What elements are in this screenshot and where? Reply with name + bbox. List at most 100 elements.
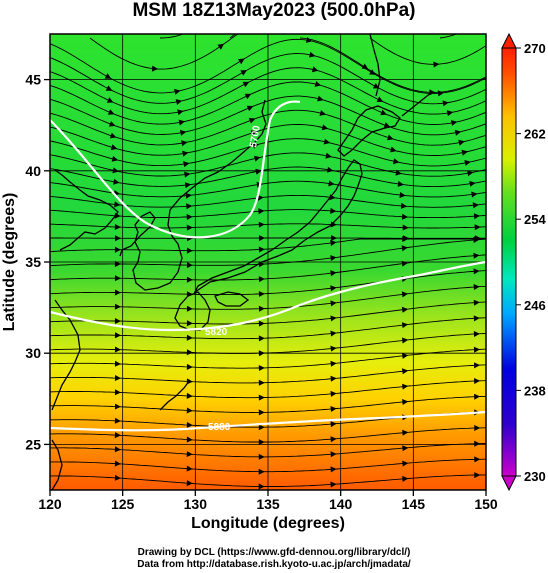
x-tick-label: 145: [402, 496, 426, 512]
streamline-arrow: [242, 81, 250, 88]
streamline-arrow: [108, 121, 116, 127]
streamline-arrow: [114, 375, 121, 381]
streamline-arrow: [114, 346, 121, 353]
streamline-arrow: [258, 453, 265, 460]
streamline: [369, 37, 486, 65]
streamline-arrow: [258, 379, 265, 386]
x-tick-label: 130: [184, 496, 208, 512]
streamline-arrow: [186, 262, 193, 269]
streamline-arrow: [258, 365, 265, 371]
streamline-arrow: [433, 61, 440, 68]
streamline-arrow: [474, 224, 481, 231]
colorbar: 230 238 246 254 262 270: [501, 32, 546, 492]
streamline-arrow: [330, 345, 337, 352]
streamline-arrow: [330, 481, 337, 488]
streamline-arrow: [258, 320, 265, 327]
streamline-arrow: [181, 140, 188, 147]
streamline-arrow: [474, 440, 481, 447]
streamline-arrow: [401, 322, 409, 329]
streamline-arrow: [186, 407, 193, 414]
streamline-arrow: [114, 460, 121, 467]
streamline-arrow: [458, 139, 465, 146]
streamline-arrow: [325, 152, 332, 159]
streamline-arrow: [328, 180, 335, 187]
streamline-arrow: [330, 315, 337, 322]
streamline-arrow: [175, 99, 183, 105]
streamline-arrow: [105, 85, 113, 91]
streamline-arrow: [474, 378, 481, 384]
x-tick-label: 150: [474, 496, 498, 512]
streamline: [50, 109, 486, 146]
streamline-arrow: [110, 144, 118, 151]
streamline-arrow: [258, 276, 265, 283]
streamline-arrow: [429, 89, 436, 96]
streamline-arrow: [238, 58, 245, 65]
credit-drawing: Drawing by DCL (https://www.gfd-dennou.o…: [137, 547, 411, 558]
streamline-arrow: [114, 246, 121, 253]
streamline-arrow: [258, 350, 265, 357]
streamline-arrow: [474, 393, 481, 400]
streamline-arrow: [186, 451, 193, 457]
y-tick-label: 45: [25, 72, 41, 88]
streamline-arrow: [401, 291, 409, 298]
streamline-arrow: [474, 425, 481, 431]
streamline-arrow: [186, 422, 193, 428]
contour-label-5700: 5700: [248, 124, 263, 148]
streamline-arrow: [330, 421, 337, 428]
streamline-arrow: [387, 134, 394, 141]
y-tick-label: 25: [25, 436, 41, 452]
colorbar-label: 246: [524, 298, 546, 313]
streamline-arrow: [258, 439, 265, 446]
streamline-arrow: [474, 456, 481, 463]
streamline-arrow: [114, 275, 121, 282]
streamline-arrow: [330, 330, 337, 337]
streamline-arrow: [311, 66, 319, 73]
streamline-arrow: [114, 417, 121, 424]
coastlines: [51, 34, 433, 490]
streamline-arrow: [402, 445, 409, 452]
streamline-arrow: [376, 96, 384, 102]
credit-data: Data from http://database.rish.kyoto-u.a…: [137, 559, 411, 570]
streamline-arrow: [383, 122, 391, 128]
streamline-arrow: [114, 446, 121, 453]
streamline-arrow: [182, 150, 189, 157]
streamline-arrow: [114, 224, 121, 230]
streamline-arrow: [114, 389, 121, 396]
streamline-arrow: [114, 403, 121, 410]
colorbar-label: 230: [524, 469, 546, 484]
x-tick-label: 140: [329, 496, 353, 512]
streamline-arrow: [474, 472, 481, 479]
streamline-arrow: [186, 465, 193, 472]
streamline-arrow: [330, 390, 337, 397]
colorbar-label: 238: [524, 383, 546, 398]
streamline: [50, 53, 486, 105]
streamline-arrow: [442, 100, 449, 107]
streamline-arrow: [402, 236, 409, 242]
streamline-arrow: [186, 305, 193, 312]
streamline-arrow: [402, 475, 409, 482]
streamline-arrow: [184, 182, 192, 189]
streamline-arrow: [186, 436, 193, 443]
streamline-arrow: [464, 160, 471, 166]
streamline-arrow: [402, 429, 409, 436]
streamline-arrow: [450, 120, 458, 126]
streamline-arrow: [186, 363, 193, 370]
streamline-arrow: [446, 110, 454, 117]
streamline-arrow: [330, 451, 337, 458]
streamline-arrow: [473, 299, 480, 306]
map-title: MSM 18Z13May2023 (500.0hPa): [132, 0, 416, 21]
streamline-arrow: [258, 221, 265, 228]
streamline-arrow: [399, 192, 406, 198]
streamline-arrow: [330, 270, 337, 277]
streamline-arrow: [317, 95, 324, 102]
streamline-arrow: [174, 88, 181, 95]
streamline-arrow: [401, 245, 408, 252]
streamline-arrow: [186, 480, 193, 487]
streamline-arrow: [186, 203, 193, 210]
streamline-arrow: [330, 300, 337, 307]
x-tick-label: 125: [111, 496, 135, 512]
streamline-arrow: [467, 170, 474, 177]
streamline-arrow: [179, 129, 187, 136]
streamline-arrow: [186, 214, 193, 220]
streamline-arrow: [259, 235, 265, 242]
